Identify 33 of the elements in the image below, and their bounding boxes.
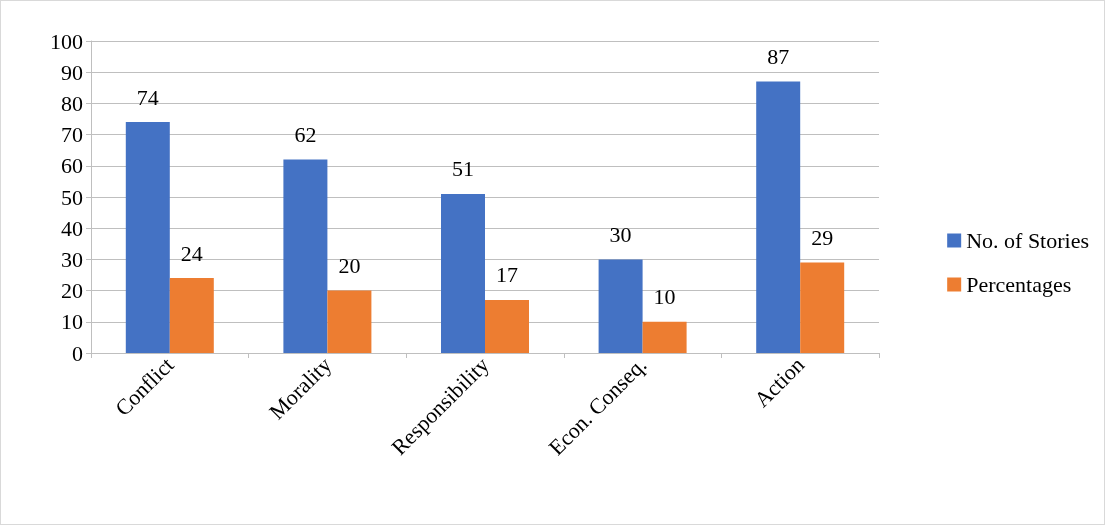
data-label: 20 [338, 253, 361, 279]
y-tick-label: 20 [61, 278, 83, 304]
y-tick-label: 90 [61, 59, 83, 85]
bar [756, 81, 801, 353]
data-label: 62 [294, 122, 317, 148]
data-label: 29 [811, 225, 834, 251]
data-label: 17 [496, 262, 518, 288]
y-tick-label: 50 [61, 184, 83, 210]
y-tick-label: 100 [50, 28, 83, 54]
bar [169, 278, 214, 353]
bar [485, 299, 529, 353]
y-tick-label: 0 [72, 340, 83, 366]
bar [800, 262, 845, 353]
legend-label: No. of Stories [966, 228, 1089, 253]
bar [125, 122, 170, 353]
bar [642, 321, 687, 353]
data-label: 51 [452, 156, 474, 182]
data-label: 24 [180, 240, 203, 266]
y-tick-label: 70 [61, 122, 83, 148]
data-label: 74 [136, 84, 159, 110]
bar [327, 290, 372, 353]
data-label: 10 [653, 284, 676, 310]
data-label: 87 [767, 44, 790, 70]
bar [283, 159, 328, 353]
y-tick-label: 60 [61, 153, 83, 179]
y-tick-label: 80 [61, 90, 83, 116]
data-label: 30 [609, 221, 632, 247]
bar [441, 193, 485, 353]
bar [598, 259, 643, 353]
y-tick-label: 30 [61, 246, 83, 272]
y-tick-label: 10 [61, 309, 83, 335]
y-tick-label: 40 [61, 215, 83, 241]
legend-label: Percentages [966, 272, 1072, 297]
